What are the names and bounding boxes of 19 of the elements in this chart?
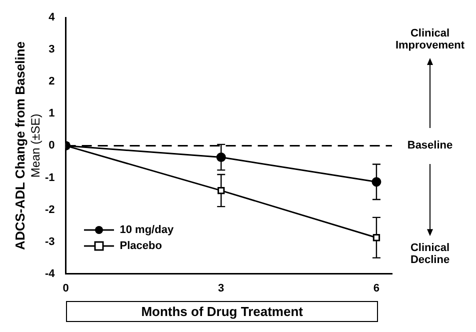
y-tick-label: 2 xyxy=(48,76,55,88)
x-tick-label: 6 xyxy=(373,282,380,294)
text: Clinical Improvement xyxy=(395,28,465,52)
x-tick-label: 0 xyxy=(62,282,69,294)
y-tick-label: -3 xyxy=(45,236,55,248)
y-tick-label: -4 xyxy=(45,268,56,280)
y-tick-label: 3 xyxy=(48,44,55,56)
x-tick-label: 3 xyxy=(218,282,224,294)
legend-label: 10 mg/day xyxy=(120,224,174,236)
x-axis-title: Months of Drug Treatment xyxy=(66,301,378,322)
y-tick-label: -2 xyxy=(45,204,55,216)
text: Clinical Decline xyxy=(410,242,450,266)
y-tick-label: 4 xyxy=(48,12,56,24)
legend-label: Placebo xyxy=(120,240,162,252)
y-tick-label: 0 xyxy=(48,140,55,152)
y-tick-label: -1 xyxy=(45,172,55,184)
y-tick-label: 1 xyxy=(48,108,55,120)
ref-line-label: Baseline xyxy=(407,140,453,152)
y-axis-title: ADCS-ADL Change from Baseline Mean (±SE) xyxy=(12,41,42,250)
